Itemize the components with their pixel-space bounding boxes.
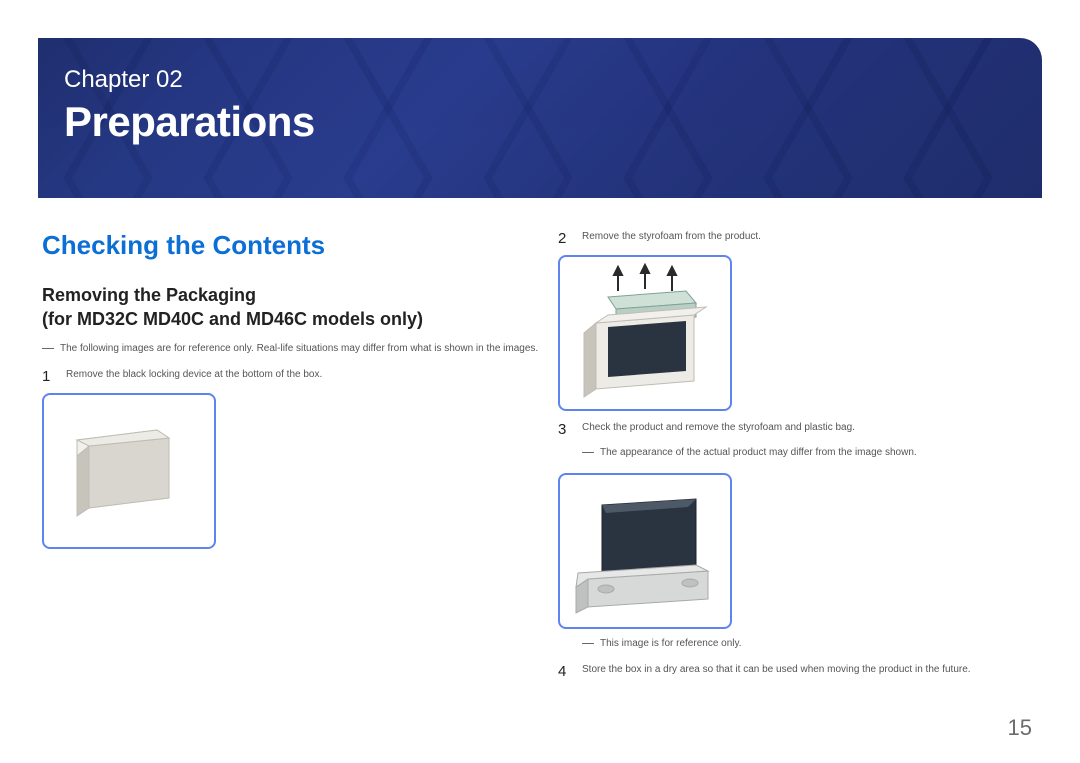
figure-3-frame	[558, 473, 732, 629]
figure-2-frame	[558, 255, 732, 411]
step-2-number: 2	[558, 230, 572, 247]
step-4-row: 4 Store the box in a dry area so that it…	[558, 663, 1038, 680]
step-4-number: 4	[558, 663, 572, 680]
step-3-note-text: The appearance of the actual product may…	[600, 446, 917, 461]
step-4-text: Store the box in a dry area so that it c…	[582, 663, 971, 678]
figure-1-frame	[42, 393, 216, 549]
sub-heading-line1: Removing the Packaging	[42, 285, 256, 305]
dash-icon	[582, 452, 594, 461]
figure-3-note-text: This image is for reference only.	[600, 637, 742, 652]
left-column: Checking the Contents Removing the Packa…	[42, 230, 542, 549]
sub-heading-line2: (for MD32C MD40C and MD46C models only)	[42, 309, 423, 329]
right-column: 2 Remove the styrofoam from the product.	[558, 230, 1038, 688]
reference-note: The following images are for reference o…	[42, 342, 542, 357]
step-3-row: 3 Check the product and remove the styro…	[558, 421, 1038, 438]
step-1-number: 1	[42, 368, 56, 385]
step-1-row: 1 Remove the black locking device at the…	[42, 368, 542, 385]
step-3-text: Check the product and remove the styrofo…	[582, 421, 855, 436]
step-3-note: The appearance of the actual product may…	[582, 446, 1038, 461]
chapter-banner: Chapter 02 Preparations	[38, 38, 1042, 198]
chapter-label: Chapter 02	[64, 66, 183, 94]
content-area: Checking the Contents Removing the Packa…	[42, 230, 1038, 763]
figure-3-display-illustration	[568, 481, 722, 621]
page-number: 15	[1008, 715, 1032, 741]
reference-note-text: The following images are for reference o…	[60, 342, 538, 357]
figure-3-note: This image is for reference only.	[582, 637, 1038, 652]
figure-2-unpack-illustration	[568, 263, 722, 403]
step-2-text: Remove the styrofoam from the product.	[582, 230, 761, 245]
step-1-text: Remove the black locking device at the b…	[66, 368, 322, 383]
figure-1-box-illustration	[59, 416, 199, 526]
section-heading: Checking the Contents	[42, 230, 542, 261]
dash-icon	[42, 348, 54, 357]
chapter-title: Preparations	[64, 98, 315, 146]
manual-page: Chapter 02 Preparations Checking the Con…	[0, 0, 1080, 763]
dash-icon	[582, 643, 594, 652]
step-3-number: 3	[558, 421, 572, 438]
step-2-row: 2 Remove the styrofoam from the product.	[558, 230, 1038, 247]
sub-heading: Removing the Packaging (for MD32C MD40C …	[42, 283, 542, 332]
